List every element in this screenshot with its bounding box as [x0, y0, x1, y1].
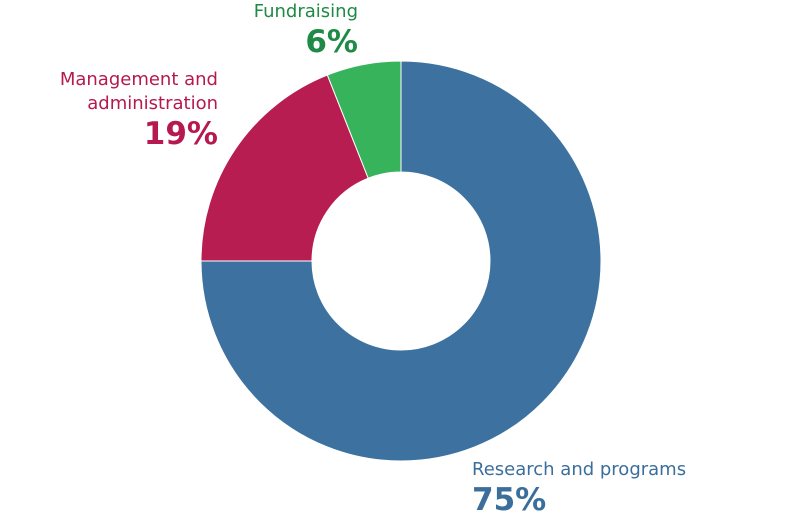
value-label: 6% — [305, 24, 358, 60]
slice-label: Management and administration 19% — [38, 68, 218, 152]
category-name: Management and administration — [59, 69, 218, 114]
donut-slice — [326, 60, 402, 179]
donut-slice — [200, 74, 369, 262]
donut-slice — [200, 60, 602, 462]
category-name: Research and programs — [472, 459, 687, 480]
category-name: Fundraising — [253, 1, 358, 22]
slice-label: Fundraising 6% — [158, 0, 358, 60]
value-label: 19% — [143, 116, 218, 152]
slice-label: Research and programs 75% — [472, 458, 772, 518]
value-label: 75% — [472, 482, 547, 518]
